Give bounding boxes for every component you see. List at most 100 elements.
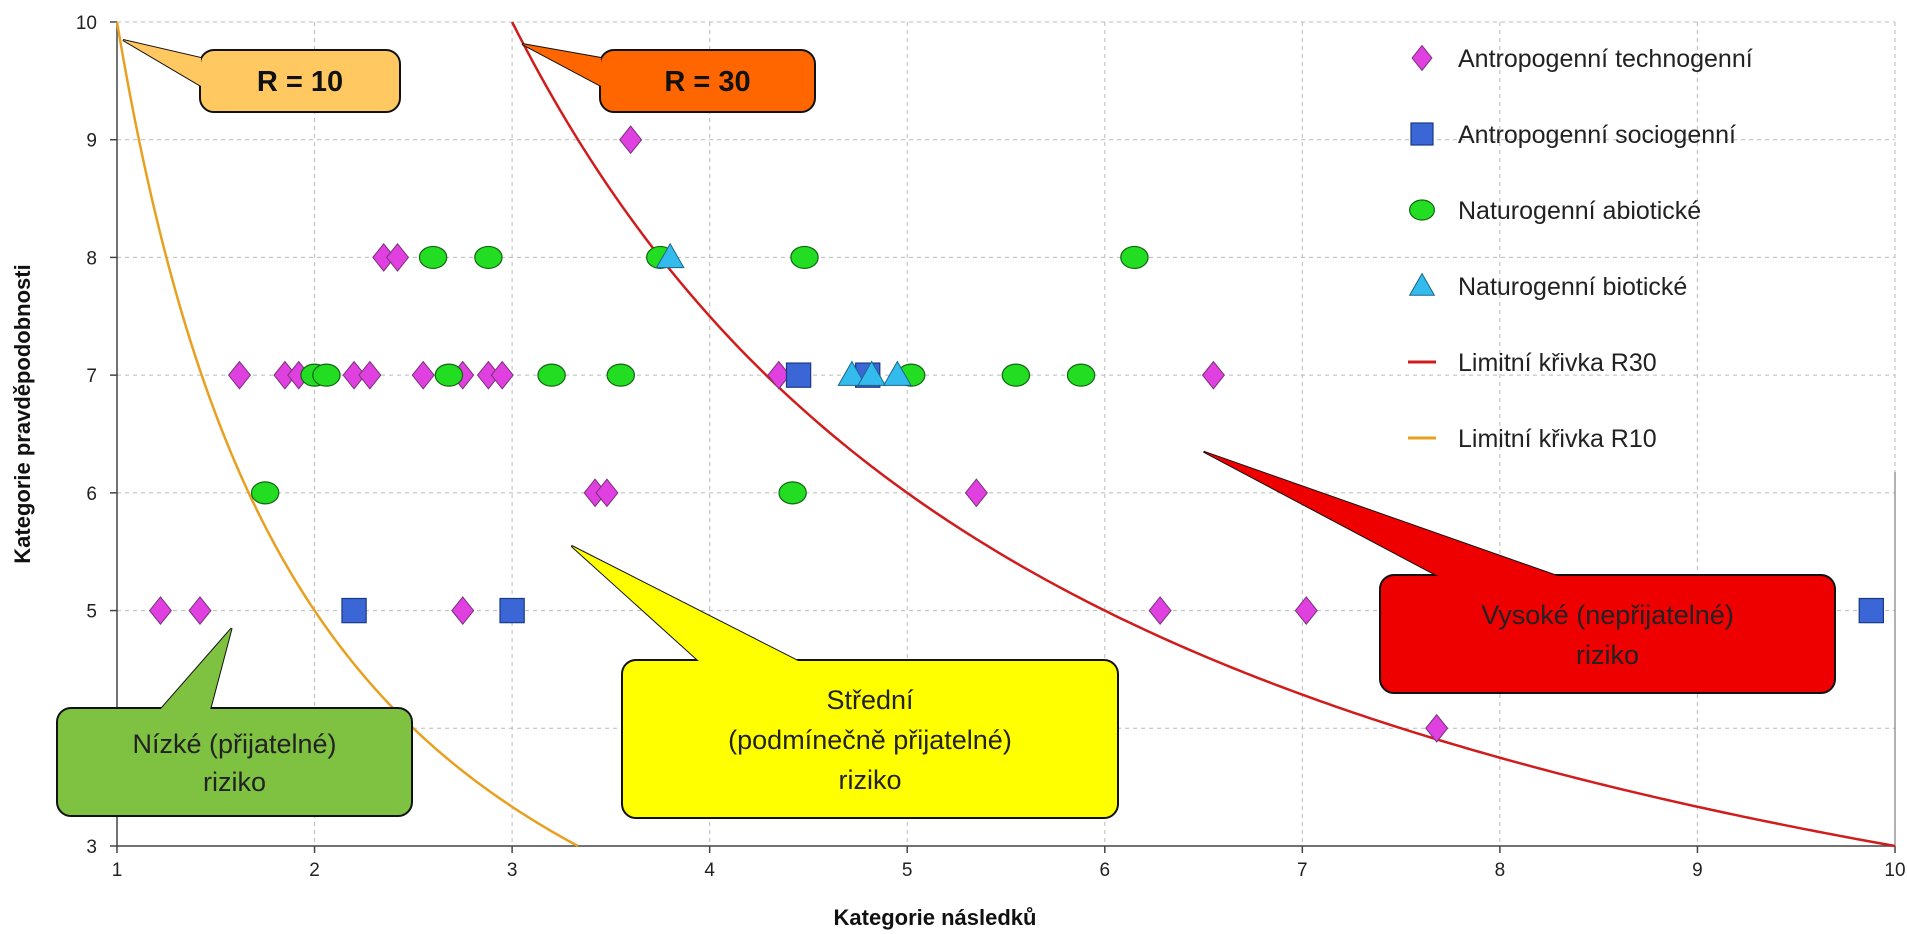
medium-risk-callout-pointer-fill [571, 545, 800, 662]
data-point [964, 478, 988, 508]
data-point [434, 363, 464, 387]
data-point [606, 363, 636, 387]
medium-risk-callout-text: riziko [838, 765, 901, 795]
data-point [312, 363, 341, 387]
data-point [857, 360, 887, 386]
legend-label: Limitní křivka R10 [1458, 425, 1657, 453]
data-point [250, 481, 280, 505]
x-tick-label: 5 [902, 860, 913, 881]
data-point [1425, 713, 1449, 743]
data-point [1120, 245, 1149, 270]
data-point [837, 360, 867, 386]
x-tick-label: 1 [112, 860, 123, 881]
data-point [537, 363, 566, 387]
data-point [490, 360, 514, 390]
data-point [342, 360, 366, 390]
data-point [785, 362, 812, 388]
legend-label: Naturogenní abiotické [1458, 197, 1701, 225]
low-risk-callout: Nízké (přijatelné) riziko [56, 627, 413, 817]
medium-risk-callout-text: Střední [826, 685, 914, 715]
high-risk-callout-text: Vysoké (nepřijatelné) [1481, 600, 1734, 630]
data-point [882, 360, 912, 386]
legend-item: Antropogenní technogenní [1411, 44, 1753, 73]
low-risk-callout-text: Nízké (přijatelné) [132, 729, 336, 759]
curve-r30 [510, 21, 1896, 848]
legend-swatch-marker [1408, 199, 1435, 221]
legend-item: Antropogenní sociogenní [1410, 121, 1736, 149]
data-point [358, 360, 382, 390]
data-point [188, 596, 212, 626]
y-tick-label: 9 [86, 131, 97, 152]
data-point [1066, 363, 1096, 387]
r30-label-pointer-fill [522, 44, 601, 86]
data-point [595, 478, 619, 508]
r10-label: R = 10 [122, 39, 401, 113]
legend-item: Naturogenní abiotické [1408, 197, 1701, 225]
x-tick-label: 6 [1099, 860, 1110, 881]
x-tick-label: 10 [1884, 860, 1905, 881]
legend-swatch-marker [1410, 122, 1434, 146]
y-tick-label: 8 [86, 248, 97, 269]
data-point [451, 596, 475, 626]
x-tick-label: 4 [704, 860, 715, 881]
high-risk-callout-pointer [1203, 450, 1561, 578]
legend-label: Naturogenní biotické [1458, 273, 1687, 301]
data-point [385, 242, 410, 272]
medium-risk-callout-box [621, 659, 1119, 819]
y-tick-label: 7 [86, 366, 97, 387]
r30-label-text: R = 30 [664, 66, 750, 98]
low-risk-callout-pointer-fill [160, 628, 232, 710]
data-point [1858, 597, 1884, 624]
x-tick-label: 7 [1297, 860, 1308, 881]
r30-label: R = 30 [521, 43, 816, 113]
data-point [227, 360, 252, 390]
data-point [619, 125, 643, 155]
data-point [1201, 360, 1225, 390]
high-risk-callout-box [1379, 574, 1836, 694]
data-point [411, 360, 435, 390]
y-tick-label: 5 [86, 602, 97, 623]
x-tick-label: 3 [507, 860, 518, 881]
r10-label-text: R = 10 [257, 66, 343, 98]
low-risk-callout-box [56, 707, 413, 817]
y-axis-title: Kategorie pravděpodobnosti [10, 264, 35, 563]
x-tick-label: 9 [1692, 860, 1703, 881]
data-point [1148, 596, 1172, 626]
x-tick-label: 8 [1495, 860, 1506, 881]
data-point [790, 245, 819, 270]
y-tick-label: 6 [86, 484, 97, 505]
legend: Antropogenní technogenní Antropogenní soc… [1408, 44, 1753, 453]
legend-item: Limitní křivka R30 [1408, 349, 1657, 377]
data-point [655, 242, 685, 269]
legend-label: Antropogenní technogenní [1458, 45, 1753, 73]
low-risk-callout-text: riziko [203, 767, 266, 797]
data-point [341, 597, 367, 624]
medium-risk-callout-text: (podmínečně přijatelné) [728, 725, 1012, 755]
high-risk-callout: Vysoké (nepřijatelné) riziko [1203, 450, 1836, 694]
data-point [474, 245, 503, 270]
legend-item: Naturogenní biotické [1408, 272, 1687, 301]
legend-label: Antropogenní sociogenní [1458, 121, 1736, 149]
legend-swatch-marker [1411, 44, 1433, 72]
data-point [499, 597, 525, 624]
data-point [1001, 363, 1031, 387]
medium-risk-callout: Střední (podmínečně přijatelné) riziko [570, 544, 1119, 819]
data-points [148, 125, 1884, 743]
x-axis-title: Kategorie následků [834, 905, 1037, 930]
data-point [1294, 596, 1318, 626]
legend-label: Limitní křivka R30 [1458, 349, 1657, 377]
high-risk-callout-pointer-fill [1203, 451, 1560, 577]
curve-r10 [115, 21, 579, 848]
legend-swatch-marker [1408, 272, 1436, 296]
y-tick-label: 10 [76, 13, 97, 34]
y-tick-label: 3 [86, 837, 97, 858]
data-point [778, 481, 807, 505]
r10-label-pointer-fill [123, 40, 201, 86]
data-point [418, 245, 448, 270]
high-risk-callout-text: riziko [1576, 640, 1639, 670]
legend-item: Limitní křivka R10 [1408, 425, 1657, 453]
limit-curves [115, 21, 1896, 848]
data-point [148, 596, 173, 626]
